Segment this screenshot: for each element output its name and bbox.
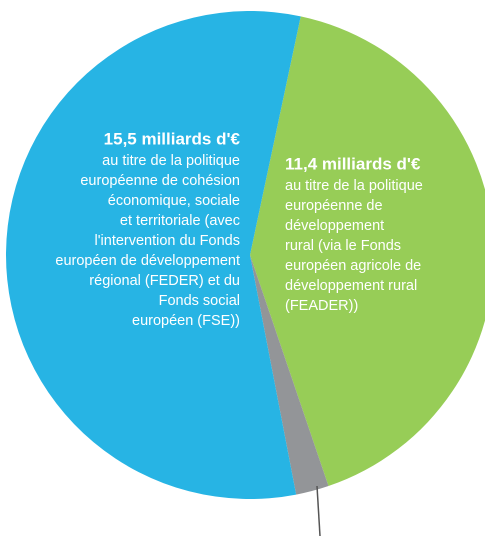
leader-line [316, 485, 321, 536]
slice-description: européen de développement [55, 253, 240, 269]
pie-slice [250, 16, 485, 487]
slice-description: et territoriale (avec [120, 213, 240, 229]
slice-description: au titre de la politique [285, 178, 423, 194]
slice-description: économique, sociale [108, 193, 240, 209]
slice-description: européen agricole de [285, 258, 421, 274]
slice-description: régional (FEDER) et du [89, 273, 240, 289]
slice-description: l'intervention du Fonds [95, 233, 240, 249]
slice-description: européen (FSE)) [132, 313, 240, 329]
slice-description: rural (via le Fonds [285, 238, 401, 254]
slice-description: au titre de la politique [102, 153, 240, 169]
pie-slice [250, 255, 329, 495]
slice-description: développement rural [285, 278, 417, 294]
slice-description: Fonds social [159, 293, 240, 309]
slice-value-label: 15,5 milliards d'€ [104, 129, 241, 148]
slice-value-label: 11,4 milliards d'€ [285, 154, 421, 173]
slice-description: (FEADER)) [285, 298, 358, 314]
slice-description: européenne de [285, 198, 383, 214]
slice-description: européenne de cohésion [80, 173, 240, 189]
pie-slice [5, 11, 301, 500]
slice-description: développement [285, 218, 384, 234]
